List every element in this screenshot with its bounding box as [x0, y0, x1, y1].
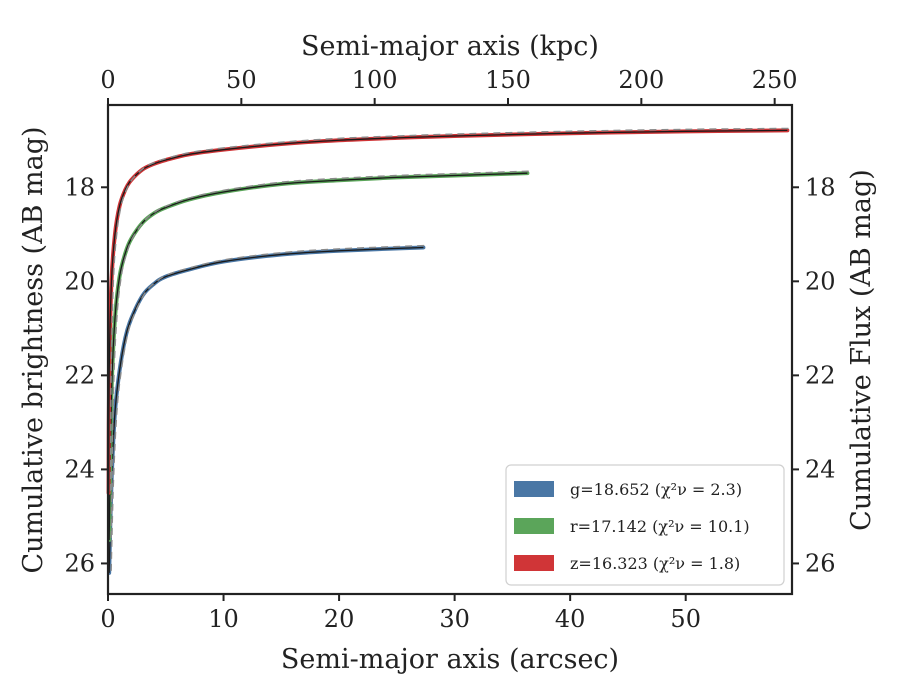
x-tick-label: 10 [208, 605, 239, 633]
curves-layer [106, 127, 790, 575]
y-tick-label: 24 [64, 455, 95, 483]
right-y-tick-label: 18 [805, 173, 836, 201]
series-line-r [107, 171, 530, 542]
legend-label-r: r=17.142 (χ²ν = 10.1) [570, 517, 750, 536]
top-x-tick-label: 200 [618, 66, 664, 94]
y-tick-label: 20 [64, 267, 95, 295]
right-y-tick-label: 20 [805, 267, 836, 295]
plot-frame [106, 103, 794, 596]
top-x-tick-label: 50 [226, 66, 257, 94]
top-x-tick-label: 250 [752, 66, 798, 94]
right-y-tick-label: 26 [805, 549, 836, 577]
x-tick-label: 20 [324, 605, 355, 633]
right-y-tick-label: 22 [805, 361, 836, 389]
x-tick-label: 40 [555, 605, 586, 633]
model-line-z [107, 129, 788, 493]
top-x-tick-label: 100 [352, 66, 398, 94]
y-tick-label: 18 [64, 173, 95, 201]
legend-swatch-r [514, 518, 554, 534]
top-x-tick-label: 0 [100, 66, 115, 94]
model-dashed-line-g [110, 244, 426, 571]
model-dashed-line-r [110, 170, 530, 538]
x-tick-label: 50 [670, 605, 701, 633]
x-tick-label: 30 [439, 605, 470, 633]
series-line-g [107, 245, 426, 575]
model-line-g [108, 246, 424, 573]
legend-box [505, 464, 785, 586]
top-x-tick-label: 150 [485, 66, 531, 94]
legend-label-z: z=16.323 (χ²ν = 1.8) [570, 554, 740, 573]
ticks-layer: 0 10 20 30 40 50 0 50 100 150 200 250 18 18 20 20 22 22 24… [64, 66, 835, 633]
legend-items: g=18.652 (χ²ν = 2.3) r=17.142 (χ²ν = 10.1… [514, 480, 750, 573]
y-axis-title: Cumulative brightness (AB mag) [18, 126, 49, 573]
y-tick-label: 22 [64, 361, 95, 389]
model-dashed-line-z [109, 127, 790, 491]
series-line-z [106, 128, 790, 495]
x-axis-title: Semi-major axis (arcsec) [281, 644, 619, 675]
legend-swatch-z [514, 555, 554, 571]
legend: g=18.652 (χ²ν = 2.3) r=17.142 (χ²ν = 10.1… [505, 464, 785, 586]
legend-label-g: g=18.652 (χ²ν = 2.3) [570, 480, 742, 499]
legend-swatch-g [514, 481, 554, 497]
x-tick-label: 0 [100, 605, 115, 633]
top-x-axis-title: Semi-major axis (kpc) [301, 31, 599, 62]
right-y-axis-title: Cumulative Flux (AB mag) [846, 169, 877, 531]
model-line-r [108, 172, 528, 540]
y-tick-label: 26 [64, 549, 95, 577]
right-y-tick-label: 24 [805, 455, 836, 483]
